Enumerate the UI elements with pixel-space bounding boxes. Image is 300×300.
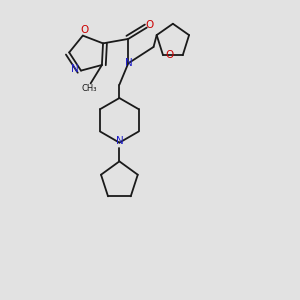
- Text: O: O: [146, 20, 154, 30]
- Text: N: N: [116, 136, 123, 146]
- Text: N: N: [70, 64, 78, 74]
- Text: O: O: [80, 25, 88, 35]
- Text: CH₃: CH₃: [81, 84, 97, 93]
- Text: O: O: [165, 50, 174, 60]
- Text: N: N: [125, 58, 133, 68]
